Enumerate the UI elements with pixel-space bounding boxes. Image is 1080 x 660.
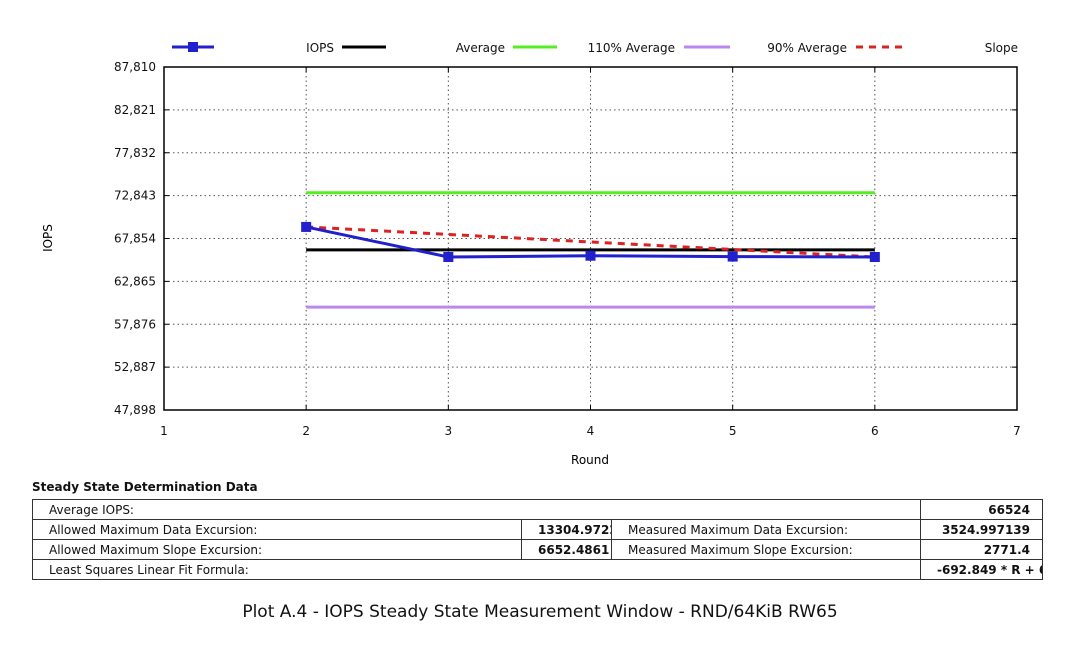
- legend-label-average: Average: [456, 41, 505, 55]
- y-tick-label: 82,821: [114, 103, 156, 117]
- plot-caption: Plot A.4 - IOPS Steady State Measurement…: [242, 602, 838, 622]
- x-tick-label: 3: [445, 424, 453, 438]
- y-axis-label: IOPS: [41, 224, 55, 252]
- x-tick-label: 5: [729, 424, 737, 438]
- x-axis-label: Round: [571, 453, 609, 467]
- iops-point-marker: [869, 252, 880, 263]
- y-tick-label: 62,865: [114, 274, 156, 288]
- fit-formula-label: Least Squares Linear Fit Formula:: [32, 559, 921, 580]
- table-row: Least Squares Linear Fit Formula: -692.8…: [32, 559, 1043, 580]
- legend-label-slope: Slope: [985, 41, 1018, 55]
- x-tick-label: 2: [302, 424, 310, 438]
- steady-state-title: Steady State Determination Data: [32, 480, 258, 494]
- series-lines: [301, 191, 880, 309]
- x-tick-label: 7: [1013, 424, 1021, 438]
- measured-slope-excursion-value: 2771.4: [920, 539, 1043, 560]
- y-tick-label: 47,898: [114, 403, 156, 417]
- steady-state-table: Average IOPS: 66524 Allowed Maximum Data…: [32, 499, 1043, 580]
- legend-label-iops: IOPS: [306, 41, 334, 55]
- iops-chart: 47,898 52,887 57,876 62,865 67,854 72,843 77,8…: [41, 41, 1021, 467]
- y-tick-label: 77,832: [114, 146, 156, 160]
- allowed-data-excursion-label: Allowed Maximum Data Excursion:: [32, 519, 522, 540]
- iops-point-marker: [301, 221, 312, 232]
- legend-label-90-average: 90% Average: [767, 41, 847, 55]
- y-tick-label: 52,887: [114, 360, 156, 374]
- y-tick-label: 57,876: [114, 317, 156, 331]
- legend-label-110-average: 110% Average: [588, 41, 675, 55]
- allowed-slope-excursion-label: Allowed Maximum Slope Excursion:: [32, 539, 522, 560]
- axis-ticks: 47,898 52,887 57,876 62,865 67,854 72,843 77,8…: [114, 60, 1021, 438]
- table-row: Average IOPS: 66524: [32, 499, 1043, 520]
- average-iops-label: Average IOPS:: [32, 499, 921, 520]
- table-row: Allowed Maximum Data Excursion: 13304.97…: [32, 519, 1043, 540]
- y-tick-label: 87,810: [114, 60, 156, 74]
- y-tick-label: 67,854: [114, 232, 156, 246]
- legend: IOPS Average 110% Average 90% Average Slope: [172, 41, 1018, 55]
- fit-formula-value: -692.849 * R + 69296.255: [920, 559, 1043, 580]
- allowed-slope-excursion-value: 6652.4861: [521, 539, 612, 560]
- series-line-slope: [306, 225, 875, 259]
- iops-point-marker: [727, 251, 738, 262]
- legend-marker-iops: [188, 42, 198, 52]
- y-tick-label: 72,843: [114, 189, 156, 203]
- allowed-data-excursion-value: 13304.9722: [521, 519, 612, 540]
- table-row: Allowed Maximum Slope Excursion: 6652.48…: [32, 539, 1043, 560]
- grid-lines: [164, 67, 1017, 410]
- x-tick-label: 4: [587, 424, 595, 438]
- measured-data-excursion-label: Measured Maximum Data Excursion:: [611, 519, 921, 540]
- iops-point-marker: [443, 252, 454, 263]
- x-tick-label: 1: [160, 424, 168, 438]
- x-tick-label: 6: [871, 424, 879, 438]
- measured-slope-excursion-label: Measured Maximum Slope Excursion:: [611, 539, 921, 560]
- average-iops-value: 66524: [920, 499, 1043, 520]
- measured-data-excursion-value: 3524.997139: [920, 519, 1043, 540]
- iops-point-marker: [585, 250, 596, 261]
